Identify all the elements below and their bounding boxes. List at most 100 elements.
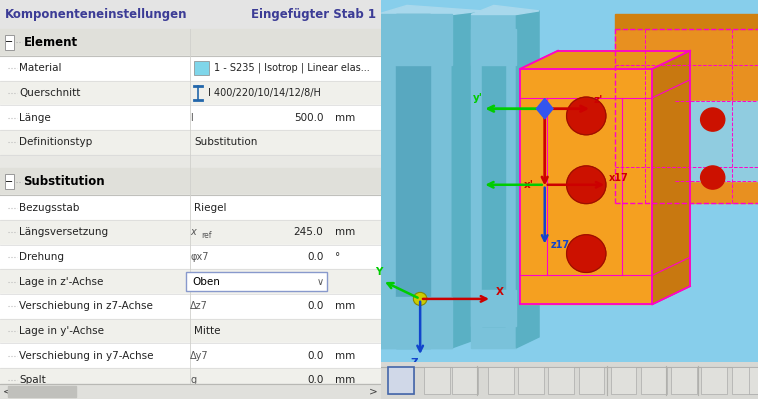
Circle shape <box>567 97 606 135</box>
Bar <box>549 367 574 394</box>
Text: Bezugsstab: Bezugsstab <box>19 203 80 213</box>
Circle shape <box>700 166 725 189</box>
Polygon shape <box>653 51 690 304</box>
Circle shape <box>567 166 606 203</box>
Polygon shape <box>377 6 482 14</box>
Text: −: − <box>5 37 14 47</box>
Text: Länge: Länge <box>19 113 51 122</box>
Polygon shape <box>675 101 758 181</box>
Bar <box>377 14 453 348</box>
Text: Material: Material <box>19 63 61 73</box>
Bar <box>0 56 381 81</box>
Bar <box>0 319 381 344</box>
Bar <box>641 367 666 394</box>
Bar <box>701 367 727 394</box>
Text: 245.0: 245.0 <box>293 227 324 237</box>
Text: mm: mm <box>335 227 355 237</box>
Bar <box>0 130 381 155</box>
Bar <box>377 297 453 348</box>
Text: mm: mm <box>335 113 355 122</box>
FancyBboxPatch shape <box>186 272 327 291</box>
Text: Y: Y <box>375 267 382 277</box>
Bar <box>471 29 516 65</box>
Bar <box>731 367 757 394</box>
Bar <box>0 105 381 130</box>
Text: Mitte: Mitte <box>194 326 221 336</box>
Circle shape <box>567 235 606 273</box>
Text: 1 - S235 | Isotrop | Linear elas...: 1 - S235 | Isotrop | Linear elas... <box>215 63 370 73</box>
Bar <box>453 367 478 394</box>
Text: −: − <box>5 177 14 187</box>
Polygon shape <box>453 11 482 348</box>
Text: z17: z17 <box>550 240 569 250</box>
Text: 0.0: 0.0 <box>307 301 324 312</box>
Text: Riegel: Riegel <box>194 203 227 213</box>
Bar <box>377 14 453 65</box>
Bar <box>5 35 14 50</box>
Polygon shape <box>471 6 539 14</box>
Bar <box>0 384 381 399</box>
Text: Drehung: Drehung <box>19 252 64 262</box>
Text: l: l <box>190 113 193 122</box>
Text: z': z' <box>594 95 603 105</box>
Text: mm: mm <box>335 375 355 385</box>
Bar <box>471 290 516 326</box>
Text: Verschiebung in y7-Achse: Verschiebung in y7-Achse <box>19 351 154 361</box>
Text: Substitution: Substitution <box>194 137 258 147</box>
Bar <box>388 367 414 394</box>
Text: Definitionstyp: Definitionstyp <box>19 137 92 147</box>
Text: °: ° <box>335 252 340 262</box>
Bar <box>0 269 381 294</box>
Bar <box>424 367 449 394</box>
Text: mm: mm <box>335 301 355 312</box>
Bar <box>471 14 516 348</box>
Text: X: X <box>496 287 503 297</box>
Text: Lage in y'-Achse: Lage in y'-Achse <box>19 326 104 336</box>
Bar <box>482 51 505 326</box>
Text: x17: x17 <box>609 173 628 183</box>
Text: <: < <box>3 386 12 397</box>
Text: y': y' <box>473 93 483 103</box>
Text: Komponenteneinstellungen: Komponenteneinstellungen <box>5 8 187 21</box>
Bar <box>749 367 758 394</box>
Bar <box>396 14 430 348</box>
Text: Verschiebung in z7-Achse: Verschiebung in z7-Achse <box>19 301 153 312</box>
Bar <box>388 367 414 394</box>
Bar <box>611 367 637 394</box>
Bar <box>578 367 604 394</box>
Bar <box>671 367 697 394</box>
Polygon shape <box>516 11 539 348</box>
Bar <box>0 0 381 29</box>
Text: 0.0: 0.0 <box>307 375 324 385</box>
Text: Z: Z <box>411 358 418 368</box>
Bar <box>5 174 14 189</box>
Bar <box>0 344 381 368</box>
Bar <box>0 220 381 245</box>
Bar <box>518 367 544 394</box>
Text: 500.0: 500.0 <box>294 113 324 122</box>
Bar <box>194 61 208 75</box>
Text: 0.0: 0.0 <box>307 351 324 361</box>
Bar <box>0 245 381 269</box>
Bar <box>0 196 381 220</box>
Text: ref: ref <box>201 231 211 240</box>
Bar <box>488 367 514 394</box>
Text: Querschnitt: Querschnitt <box>19 88 80 98</box>
Text: Spalt: Spalt <box>19 375 45 385</box>
Text: Oben: Oben <box>193 277 220 287</box>
Bar <box>520 69 653 304</box>
Text: Lage in z'-Achse: Lage in z'-Achse <box>19 277 103 287</box>
Text: Δz7: Δz7 <box>190 301 208 312</box>
Circle shape <box>413 292 427 305</box>
Text: >: > <box>368 386 377 397</box>
Text: Längsversetzung: Längsversetzung <box>19 227 108 237</box>
Polygon shape <box>537 99 553 119</box>
Text: φx7: φx7 <box>190 252 208 262</box>
Bar <box>0 81 381 105</box>
Polygon shape <box>615 14 758 29</box>
Text: x: x <box>190 227 196 237</box>
Bar <box>0 155 381 168</box>
Bar <box>0 294 381 319</box>
Text: 0.0: 0.0 <box>307 252 324 262</box>
Text: Substitution: Substitution <box>23 175 105 188</box>
